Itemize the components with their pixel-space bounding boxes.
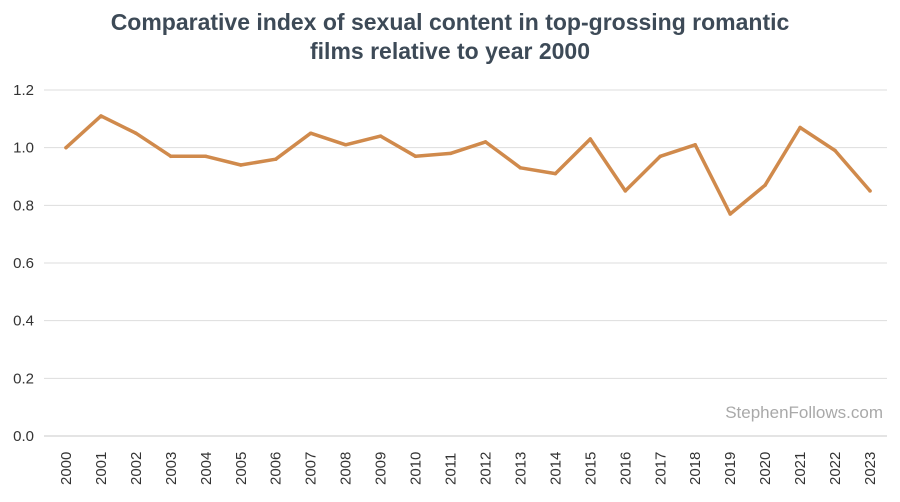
x-tick-label: 2006 bbox=[268, 452, 285, 485]
x-tick-label: 2000 bbox=[58, 452, 75, 485]
chart-title-line-2: films relative to year 2000 bbox=[310, 38, 590, 64]
data-point bbox=[623, 189, 628, 193]
x-tick-label: 2008 bbox=[338, 452, 355, 485]
data-point bbox=[64, 145, 68, 150]
data-point bbox=[273, 157, 278, 161]
data-point bbox=[693, 143, 697, 147]
data-point bbox=[553, 171, 558, 176]
data-point bbox=[204, 154, 208, 159]
data-point bbox=[99, 114, 103, 118]
data-point bbox=[833, 148, 837, 153]
series-line bbox=[64, 114, 872, 216]
y-tick-label: 0.4 bbox=[13, 313, 34, 330]
x-tick-label: 2001 bbox=[93, 452, 110, 485]
data-point bbox=[798, 125, 802, 130]
data-point bbox=[169, 154, 173, 159]
watermark: StephenFollows.com bbox=[725, 403, 883, 422]
x-tick-label: 2018 bbox=[687, 452, 704, 485]
data-point bbox=[868, 189, 872, 193]
data-point bbox=[763, 183, 767, 187]
y-tick-label: 1.0 bbox=[13, 140, 34, 157]
data-point bbox=[413, 154, 418, 159]
data-point bbox=[483, 140, 488, 144]
x-tick-label: 2016 bbox=[617, 452, 634, 485]
x-tick-label: 2012 bbox=[477, 452, 494, 485]
x-tick-label: 2007 bbox=[303, 452, 320, 485]
data-point bbox=[343, 143, 348, 147]
x-tick-label: 2019 bbox=[722, 452, 739, 485]
y-tick-label: 0.0 bbox=[13, 428, 34, 445]
series-line-group bbox=[64, 114, 872, 216]
chart-title: Comparative index of sexual content in t… bbox=[0, 8, 900, 66]
y-tick-label: 0.6 bbox=[13, 255, 34, 272]
chart-title-line-1: Comparative index of sexual content in t… bbox=[110, 9, 790, 35]
y-tick-label: 0.8 bbox=[13, 197, 34, 214]
x-tick-label: 2005 bbox=[233, 452, 250, 485]
x-tick-label: 2011 bbox=[443, 453, 460, 485]
y-tick-label: 0.2 bbox=[13, 370, 34, 387]
grid-lines bbox=[44, 89, 887, 437]
data-point bbox=[134, 131, 138, 135]
x-tick-label: 2004 bbox=[198, 452, 215, 485]
x-tick-label: 2010 bbox=[408, 452, 425, 485]
x-tick-label: 2020 bbox=[757, 452, 774, 485]
x-tick-label: 2023 bbox=[862, 452, 879, 485]
y-tick-label: 1.2 bbox=[13, 82, 34, 99]
y-axis-tick-labels: 0.0 0.2 0.4 0.6 0.8 1.0 1.2 bbox=[13, 82, 34, 445]
x-tick-label: 2015 bbox=[582, 452, 599, 485]
data-point bbox=[378, 134, 383, 138]
data-point bbox=[448, 151, 453, 156]
data-point bbox=[728, 212, 732, 216]
x-tick-label: 2013 bbox=[512, 452, 529, 485]
data-point bbox=[239, 163, 243, 167]
x-tick-label: 2021 bbox=[792, 452, 809, 485]
data-point bbox=[518, 166, 523, 170]
x-tick-label: 2009 bbox=[373, 452, 390, 485]
data-point bbox=[658, 154, 663, 159]
x-tick-label: 2002 bbox=[128, 452, 145, 485]
x-tick-label: 2022 bbox=[827, 452, 844, 485]
x-axis-tick-labels: 2000 2001 2002 2003 2004 2005 2006 2007 2008 2009… bbox=[58, 452, 879, 485]
x-tick-label: 2017 bbox=[652, 452, 669, 485]
data-point bbox=[308, 131, 313, 135]
x-tick-label: 2003 bbox=[163, 452, 180, 485]
data-point bbox=[588, 137, 593, 141]
x-tick-label: 2014 bbox=[547, 452, 564, 485]
